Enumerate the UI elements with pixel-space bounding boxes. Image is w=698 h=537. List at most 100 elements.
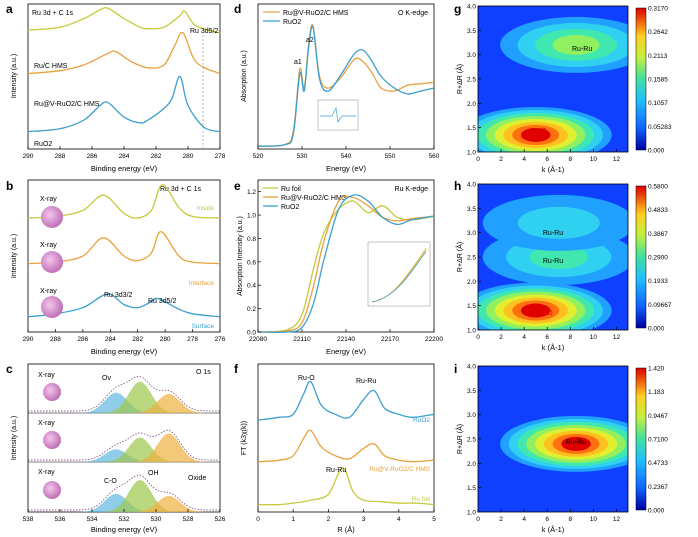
- plot-frame: [27, 179, 221, 333]
- panel-letter: h: [454, 179, 461, 193]
- curve-label: Ru@V-RuO2/C HMS: [369, 466, 430, 473]
- x-tick-label: 6: [545, 516, 549, 523]
- series-line-ru-v-ruo2: [27, 31, 221, 75]
- y-tick-label: 1.5: [467, 485, 476, 492]
- y-tick-label: 1.0: [467, 150, 476, 157]
- annotation: Ru-Ru: [572, 46, 592, 53]
- annotation: OH: [148, 470, 159, 477]
- x-tick-label: 10: [590, 334, 598, 341]
- y-tick-label: 3.5: [467, 206, 476, 213]
- colorbar-tick-label: 0.4833: [648, 207, 668, 214]
- y-tick-label: 1.0: [467, 510, 476, 517]
- colorbar: [635, 367, 647, 511]
- x-tick-label: 22110: [293, 336, 311, 343]
- panel-f: f Ru-O Ru-Ru Ru-Ru RuO2 Ru@V-RuO2/C HMS …: [234, 362, 436, 534]
- x-tick-label: 534: [87, 516, 98, 523]
- series-line-ru-foil: [257, 466, 435, 506]
- x-tick-label: 276: [215, 336, 226, 343]
- colorbar-tick-label: 0.1933: [648, 278, 668, 285]
- x-tick-label: 4: [522, 334, 526, 341]
- x-tick-label: 284: [105, 336, 116, 343]
- x-tick-label: 532: [119, 516, 130, 523]
- x-tick-label: 530: [297, 153, 308, 160]
- legend-label: Ru foil: [281, 186, 301, 193]
- inset-plot: [367, 241, 431, 307]
- contour-level: [561, 436, 591, 451]
- curve-label: Surface: [192, 323, 215, 330]
- colorbar-tick-label: 0.1585: [648, 77, 668, 84]
- x-tick-label: 4: [522, 516, 526, 523]
- colorbar-tick-label: 0.2642: [648, 29, 668, 36]
- annotation: a2: [306, 37, 314, 44]
- fit-peak-area: [28, 393, 220, 413]
- y-ticks: 1.0 1.5 2.0 2.5 3.0 3.5 4.0: [467, 364, 481, 517]
- y-tick-label: 2.5: [467, 437, 476, 444]
- legend-label: Ru@V-RuO2/C HMS: [283, 10, 349, 17]
- x-ticks: 538 536 534 532 530 528 526: [23, 509, 226, 523]
- x-tick-label: 290: [23, 336, 34, 343]
- particle-icon: [41, 206, 63, 228]
- xray-label: X-ray: [38, 469, 55, 476]
- x-tick-label: 10: [590, 516, 598, 523]
- colorbar-tick-label: 0.2900: [648, 255, 668, 262]
- curve-label: Inside: [197, 205, 215, 212]
- panel-a: a Ru 3d + C 1s Ru/C HMS Ru@V-RuO2/C HMS …: [6, 2, 226, 173]
- y-axis-label: Intensity (a.u.): [11, 234, 18, 278]
- x-axis-label: R (Å): [337, 525, 355, 534]
- x-tick-label: 536: [55, 516, 66, 523]
- annotation: Ru-Ru: [543, 258, 563, 265]
- y-axis-label: R+ΔR (Å): [455, 64, 464, 94]
- x-ticks: 0 1 2 3 4 5: [256, 509, 436, 523]
- x-tick-label: 1: [291, 516, 295, 523]
- inset-curve: [320, 106, 356, 123]
- edge-label: O K-edge: [398, 10, 428, 17]
- colorbar-tick-label: 0.5800: [648, 184, 668, 191]
- y-axis-label: FT (k3χ(k)): [241, 421, 248, 455]
- colorbar: [635, 7, 647, 151]
- x-axis-label: Binding energy (eV): [91, 525, 158, 534]
- fit-peak-area: [28, 381, 220, 413]
- xray-label: X-ray: [40, 288, 57, 295]
- x-ticks: 22080 22110 22140 22170 22200: [249, 329, 443, 343]
- annotation: C-O: [104, 478, 117, 485]
- colorbar: [635, 185, 647, 329]
- y-tick-label: 0.2: [247, 306, 256, 313]
- panel-letter: a: [6, 2, 13, 16]
- heatmap-plot: [478, 6, 628, 152]
- annotation: Ov: [102, 375, 111, 382]
- colorbar-tick-label: 0.05283: [648, 124, 672, 131]
- annotation: Ru-Ru: [566, 439, 586, 446]
- panel-b: b Ru 3d + C 1s X-ray X-ray X-ray Inside …: [6, 179, 226, 356]
- peak-label: Ru 3d5/2: [148, 298, 177, 305]
- panel-d: d Ru@V-RuO2/C HMS RuO2 O K-edge a1 a2 52…: [234, 2, 440, 173]
- series-line-ru-c: [27, 7, 221, 34]
- heatmap-contours: [478, 194, 628, 330]
- fitted-peaks: [27, 375, 220, 512]
- legend-label: Ru@V-RuO2/C HMS: [281, 195, 347, 202]
- particle-icon: [43, 383, 61, 401]
- panel-letter: g: [454, 2, 461, 16]
- x-tick-label: 540: [341, 153, 352, 160]
- edge-label: Ru K-edge: [395, 186, 429, 193]
- colorbar-tick-label: 0.1057: [648, 100, 668, 107]
- annotation: Ru-O: [298, 375, 315, 382]
- particle-icon: [43, 481, 61, 499]
- annotation: Ru-Ru: [543, 230, 563, 237]
- x-tick-label: 22140: [337, 336, 355, 343]
- colorbar-tick-label: 0.4733: [648, 460, 668, 467]
- raw-data-envelope: [27, 375, 220, 412]
- y-tick-label: 1.5: [467, 125, 476, 132]
- panel-letter: d: [234, 2, 241, 16]
- x-tick-label: 6: [545, 156, 549, 163]
- x-tick-label: 282: [151, 153, 162, 160]
- y-tick-label: 0.0: [247, 330, 256, 337]
- panel-h: h Ru-Ru Ru-Ru Ru-O 0.5800 0.4833 0.3867 0.2…: [454, 179, 672, 352]
- peak-label: Ru 3d5/2: [190, 28, 219, 35]
- series-line-interface: [27, 231, 221, 265]
- y-tick-label: 3.5: [467, 388, 476, 395]
- colorbar-tick-label: 0.3170: [648, 6, 668, 13]
- y-tick-label: 4.0: [467, 364, 476, 371]
- x-axis-label: k (Å-1): [542, 165, 565, 174]
- y-tick-label: 1.0: [467, 328, 476, 335]
